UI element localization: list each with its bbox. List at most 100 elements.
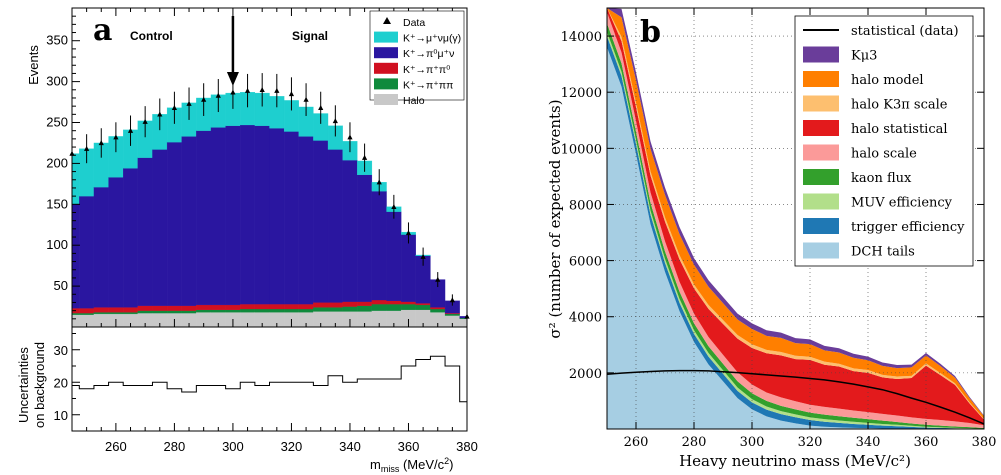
data-point xyxy=(98,140,104,146)
legend-label-kmu2: K⁺→μ⁺νμ(γ) xyxy=(403,33,461,45)
bar-K⁺→π⁺π⁰ xyxy=(386,300,402,305)
bar-K⁺→π⁰μ⁺ν xyxy=(108,177,124,308)
y-tick-label: 200 xyxy=(46,155,68,170)
bar-K⁺→π⁺π⁰ xyxy=(254,303,270,310)
bar-K⁺→π⁺ππ xyxy=(430,308,446,313)
bar-K⁺→π⁺ππ xyxy=(357,305,373,312)
x-tick-label: 360 xyxy=(914,435,939,450)
y-tick-label: 100 xyxy=(46,237,68,252)
legend-label-halo: Halo xyxy=(403,95,425,107)
bar-K⁺→π⁺π⁰ xyxy=(166,305,182,311)
bar-K⁺→π⁺ππ xyxy=(386,303,402,311)
bar-K⁺→π⁰μ⁺ν xyxy=(254,125,270,305)
right-y-axis-label: σ² (number of expected events) xyxy=(546,99,564,338)
uncertainty-plot xyxy=(72,355,467,403)
legend-swatch-halo xyxy=(374,94,398,105)
control-region-label: Control xyxy=(130,29,173,43)
data-point xyxy=(127,127,134,133)
y-tick-label: 350 xyxy=(46,33,68,48)
legend-label-data: Data xyxy=(403,17,425,29)
statistical-data-line xyxy=(606,369,985,425)
bar-K⁺→μ⁺νμ(γ) xyxy=(71,153,80,205)
bar-K⁺→π⁺π⁰ xyxy=(298,303,314,310)
panel-label-b: b xyxy=(640,15,661,50)
y-tick-label: 14000 xyxy=(561,30,602,45)
y-tick-label: 300 xyxy=(46,74,68,89)
legend-label-halo_model: halo model xyxy=(851,73,924,88)
bar-K⁺→π⁺π⁰ xyxy=(93,307,109,313)
bar-K⁺→π⁺π⁰ xyxy=(342,301,358,307)
bottom-x-axis-label: mmiss (MeV/c2) xyxy=(370,456,454,474)
panel-b: 2000 4000 6000 8000 10000 12000 14000 260 280 300… xyxy=(546,7,997,470)
bottom-plot-frame xyxy=(71,326,468,432)
bar-K⁺→π⁰μ⁺ν xyxy=(240,124,256,305)
x-tick-label: 260 xyxy=(105,439,127,454)
legend-swatch-muv_eff xyxy=(803,193,839,210)
bar-K⁺→π⁺π⁰ xyxy=(283,303,299,310)
legend-label-trig_eff: trigger efficiency xyxy=(851,220,965,235)
legend-swatch-halo_k3pi xyxy=(803,95,839,112)
bar-K⁺→π⁺π⁰ xyxy=(401,301,416,305)
legend-swatch-halo_stat xyxy=(803,120,839,136)
bar-K⁺→π⁺ππ xyxy=(298,308,314,313)
legend-b: statistical (data) Kμ3 halo model halo K3π … xyxy=(794,15,974,267)
bar-K⁺→π⁰μ⁺ν xyxy=(357,174,373,302)
bar-K⁺→π⁺π⁰ xyxy=(79,308,95,314)
uncertainty-plot-axes: 10 20 30 260 280 300 320 340 360 380 xyxy=(54,333,478,454)
bar-K⁺→π⁺ππ xyxy=(415,304,431,310)
data-point xyxy=(288,91,295,97)
y-tick-label: 20 xyxy=(54,375,68,390)
y-tick-label: 12000 xyxy=(561,86,602,101)
legend-swatch-k2pi xyxy=(374,62,398,74)
data-point xyxy=(435,276,441,282)
bar-K⁺→π⁰μ⁺ν xyxy=(93,186,109,308)
bar-K⁺→π⁰μ⁺ν xyxy=(71,204,80,309)
sigma-squared-axes: 2000 4000 6000 8000 10000 12000 14000 260 280 300… xyxy=(561,8,997,450)
bar-K⁺→π⁰μ⁺ν xyxy=(371,191,387,301)
bar-K⁺→π⁺ππ xyxy=(123,312,138,315)
bar-K⁺→π⁺π⁰ xyxy=(371,299,387,305)
bar-K⁺→π⁰μ⁺ν xyxy=(123,168,138,308)
bar-K⁺→π⁺π⁰ xyxy=(152,305,168,311)
bar-Halo xyxy=(71,314,80,328)
x-tick-label: 300 xyxy=(222,439,244,454)
legend-swatch-k3pi xyxy=(374,78,398,90)
x-tick-label: 280 xyxy=(164,439,186,454)
bar-K⁺→π⁺ππ xyxy=(152,310,168,314)
uncertainty-step-line xyxy=(72,355,467,403)
y-tick-label: 150 xyxy=(46,196,68,211)
bar-K⁺→π⁰μ⁺ν xyxy=(152,149,168,306)
bar-K⁺→π⁺ππ xyxy=(313,307,329,312)
y-tick-label: 10 xyxy=(54,408,68,423)
legend-swatch-kaon_flux xyxy=(803,169,839,185)
data-point xyxy=(420,253,426,259)
bar-K⁺→π⁺ππ xyxy=(196,309,212,313)
bar-K⁺→π⁺π⁰ xyxy=(210,304,226,310)
data-point xyxy=(391,203,397,209)
data-point xyxy=(157,111,163,117)
y-tick-label: 50 xyxy=(54,278,68,293)
bar-K⁺→π⁺π⁰ xyxy=(196,304,212,310)
legend-label-k3pi: K⁺→π⁺ππ xyxy=(403,79,453,91)
arrow-head xyxy=(226,72,239,86)
y-tick-label: 2000 xyxy=(569,367,602,382)
x-tick-label: 380 xyxy=(972,435,997,450)
bar-K⁺→π⁰μ⁺ν xyxy=(386,211,402,301)
bar-K⁺→π⁺ππ xyxy=(210,309,226,313)
data-point xyxy=(332,118,338,124)
bar-K⁺→π⁺π⁰ xyxy=(240,303,256,310)
data-point xyxy=(274,87,280,93)
bar-K⁺→π⁺π⁰ xyxy=(269,303,285,310)
bottom-y-axis-label-2: on background xyxy=(32,342,47,428)
bar-K⁺→π⁺ππ xyxy=(137,310,153,314)
legend-swatch-kmu3 xyxy=(803,46,839,63)
y-tick-label: 30 xyxy=(54,343,68,358)
data-point xyxy=(230,89,236,95)
bar-K⁺→π⁺π⁰ xyxy=(415,303,431,306)
legend-swatch-halo_model xyxy=(803,71,839,87)
top-y-axis-label: Events xyxy=(26,45,41,85)
legend-label-kaon_flux: kaon flux xyxy=(851,171,912,186)
bar-K⁺→π⁰μ⁺ν xyxy=(401,234,416,302)
x-tick-label: 340 xyxy=(339,439,361,454)
